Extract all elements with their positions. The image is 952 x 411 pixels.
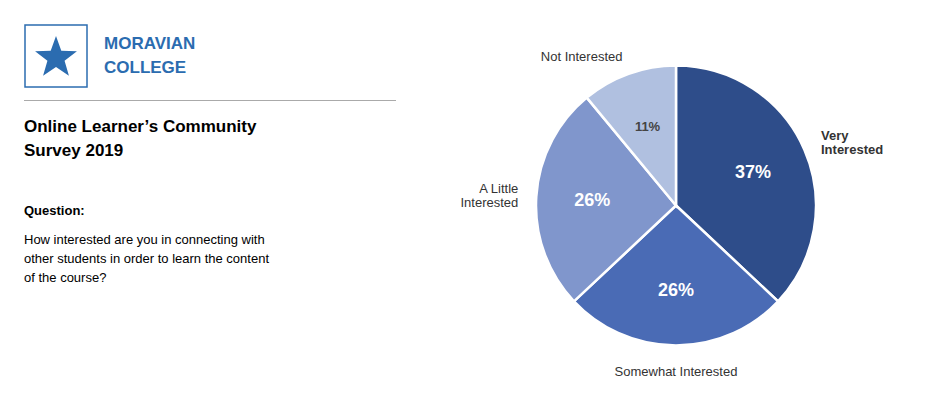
html-text:of the course?: of the course? <box>24 270 107 285</box>
html-text:Online Learner’s Community: Online Learner’s Community <box>24 117 257 136</box>
html-text:Survey 2019: Survey 2019 <box>24 141 124 160</box>
html-text:other students in order to lea: other students in order to learn the con… <box>24 251 269 266</box>
svg-text:Somewhat Interested: Somewhat Interested <box>615 364 738 379</box>
svg-text:A LittleInterested: A LittleInterested <box>460 181 518 210</box>
svg-text:11%: 11% <box>635 119 661 134</box>
svg-text:Not Interested: Not Interested <box>541 49 623 64</box>
html-text:COLLEGE: COLLEGE <box>104 58 187 77</box>
svg-text:37%: 37% <box>735 162 771 182</box>
svg-text:VeryInterested: VeryInterested <box>821 128 883 157</box>
html-text:MORAVIAN: MORAVIAN <box>104 34 196 53</box>
html-text:Question:: Question: <box>24 203 85 218</box>
svg-text:26%: 26% <box>658 280 694 300</box>
svg-text:26%: 26% <box>574 190 610 210</box>
html-text:How interested are you in conn: How interested are you in connecting wit… <box>24 232 265 247</box>
